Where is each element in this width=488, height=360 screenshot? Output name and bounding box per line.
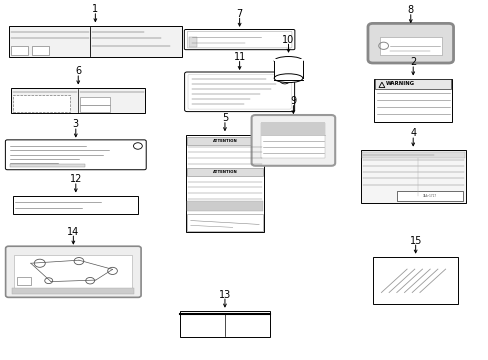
Bar (187, 213, 262, 231)
FancyBboxPatch shape (184, 30, 294, 50)
Bar (187, 137, 262, 145)
Bar (80, 104, 109, 112)
Bar (185, 135, 264, 232)
Ellipse shape (274, 57, 302, 66)
Bar (180, 311, 269, 337)
Text: 3: 3 (73, 120, 79, 130)
FancyBboxPatch shape (251, 115, 334, 166)
Text: 6: 6 (75, 66, 81, 76)
Bar (361, 152, 464, 158)
Bar (14, 255, 132, 289)
Text: 5: 5 (222, 113, 227, 123)
FancyBboxPatch shape (5, 140, 146, 170)
Bar (397, 191, 462, 201)
Text: 15: 15 (408, 235, 421, 246)
Bar (17, 277, 31, 285)
Bar (11, 88, 145, 113)
Bar (80, 97, 109, 105)
Bar (13, 196, 138, 214)
Bar (372, 257, 458, 304)
Bar (379, 37, 441, 55)
Text: 10: 10 (282, 35, 294, 45)
FancyBboxPatch shape (5, 246, 141, 297)
Ellipse shape (274, 74, 302, 82)
Bar (274, 59, 302, 78)
Bar (360, 150, 465, 202)
FancyBboxPatch shape (187, 75, 291, 109)
Text: 2: 2 (409, 57, 415, 67)
Bar (261, 122, 325, 135)
Bar (374, 79, 450, 89)
FancyBboxPatch shape (367, 23, 453, 63)
Bar (373, 79, 451, 122)
Bar (10, 164, 85, 167)
Text: 14: 14 (67, 226, 80, 237)
Text: 4: 4 (409, 129, 415, 138)
Text: 13: 13 (218, 289, 231, 300)
Bar (9, 26, 182, 57)
Text: 11: 11 (233, 52, 245, 62)
Bar (188, 37, 197, 47)
Text: 9: 9 (290, 96, 296, 106)
Bar (187, 201, 262, 211)
Text: WARNING: WARNING (386, 81, 415, 86)
Text: 12: 12 (69, 174, 82, 184)
Text: 1A4r1717: 1A4r1717 (422, 194, 436, 198)
Text: ATTENTION: ATTENTION (212, 170, 237, 174)
Bar (187, 168, 262, 176)
FancyBboxPatch shape (184, 72, 294, 112)
FancyBboxPatch shape (187, 31, 291, 48)
Bar (13, 95, 70, 112)
Bar (261, 123, 325, 158)
Bar (11, 46, 28, 55)
Bar (32, 46, 49, 55)
Text: 7: 7 (236, 9, 242, 19)
Bar (12, 288, 134, 294)
Text: 8: 8 (407, 5, 413, 15)
Text: 1: 1 (92, 4, 98, 14)
Text: ATTENTION: ATTENTION (212, 139, 237, 143)
